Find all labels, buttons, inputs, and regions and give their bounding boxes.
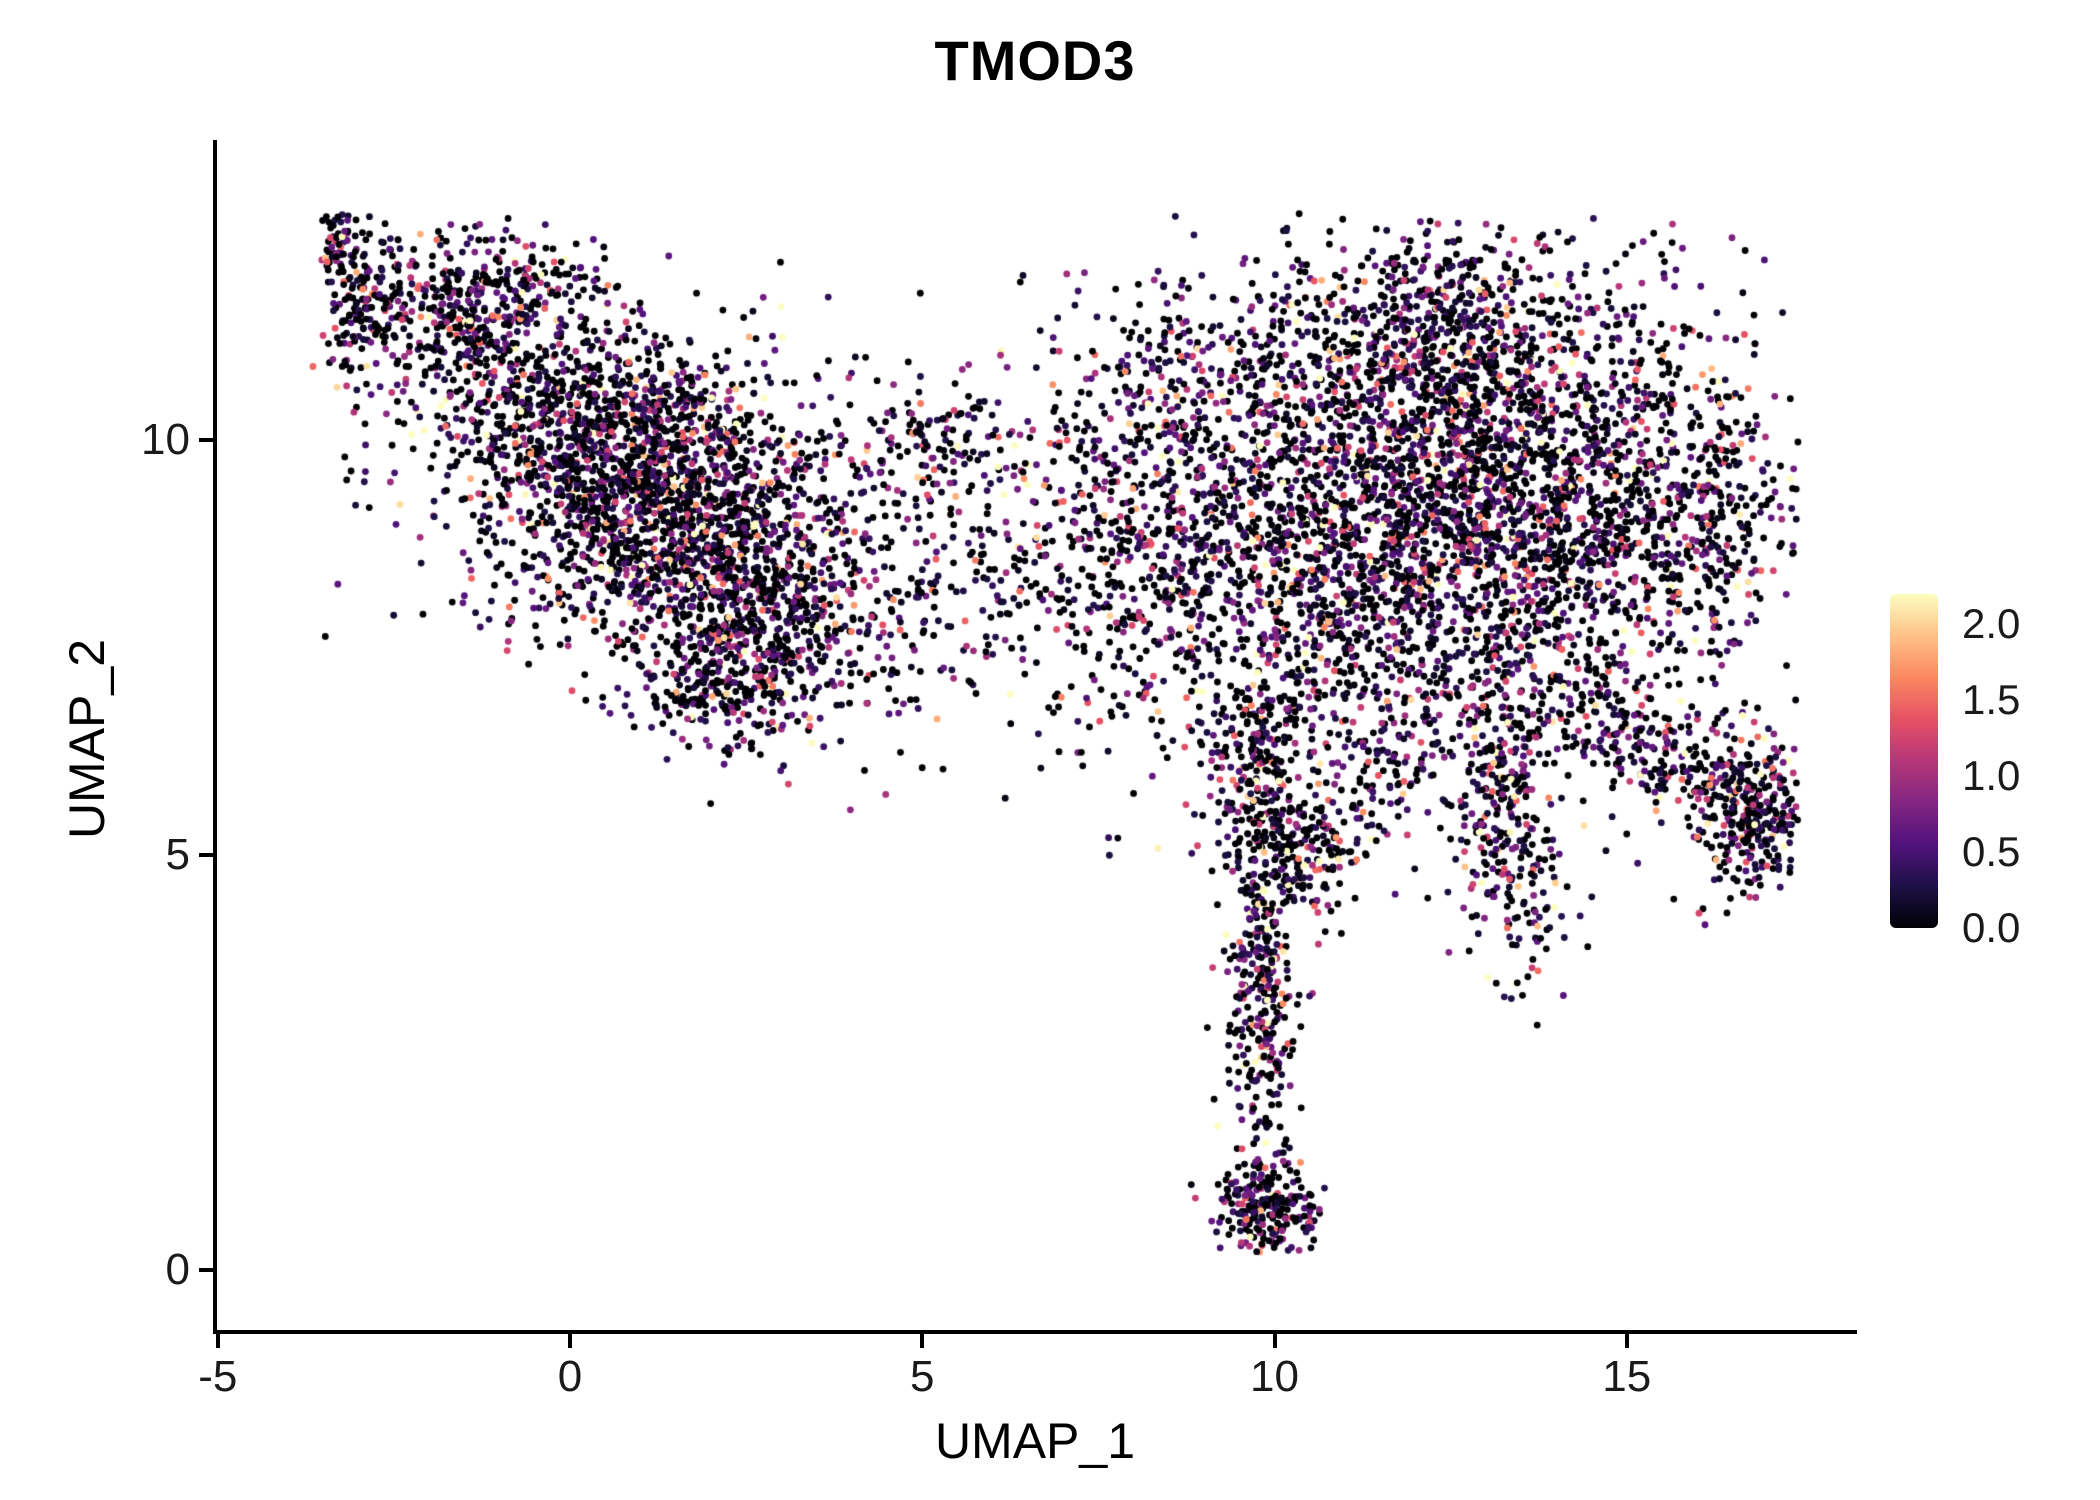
x-tick-mark <box>1272 1334 1277 1348</box>
y-tick-mark <box>199 437 213 442</box>
x-tick-mark <box>1624 1334 1629 1348</box>
page-title: TMOD3 <box>934 29 1136 92</box>
x-tick-label: 0 <box>557 1352 583 1401</box>
x-tick-label: 5 <box>910 1352 935 1401</box>
y-tick-mark <box>199 852 213 857</box>
x-tick-mark <box>568 1334 573 1348</box>
x-axis-label: UMAP_1 <box>934 1413 1136 1469</box>
y-tick-mark <box>199 1268 213 1273</box>
colorbar-tick-label: 0.0 <box>1962 904 2021 951</box>
x-axis-line <box>213 1330 1857 1334</box>
colorbar-gradient <box>1890 594 1938 928</box>
y-tick-label: 10 <box>141 414 190 464</box>
colorbar-tick-label: 1.5 <box>1962 676 2021 724</box>
y-tick-label: 0 <box>165 1245 190 1295</box>
colorbar-tick-label: 2.0 <box>1962 600 2021 648</box>
y-axis-line <box>213 140 217 1334</box>
x-tick-label: -5 <box>198 1352 238 1401</box>
x-tick-mark <box>920 1334 925 1348</box>
x-tick-mark <box>215 1334 220 1348</box>
colorbar-tick-label: 0.5 <box>1962 828 2021 876</box>
x-tick-label: 10 <box>1250 1352 1299 1401</box>
y-tick-label: 5 <box>165 829 190 879</box>
y-axis-label: UMAP_2 <box>59 638 115 840</box>
x-tick-label: 15 <box>1602 1352 1652 1401</box>
colorbar-tick-label: 1.0 <box>1962 752 2021 800</box>
